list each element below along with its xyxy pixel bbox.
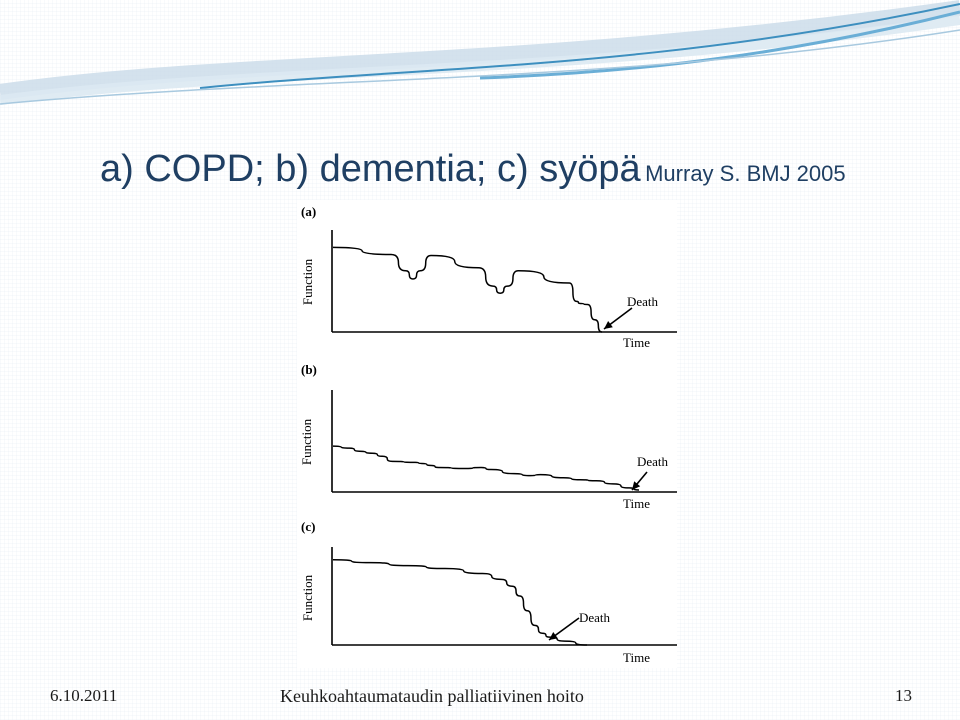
death-arrow-head [632,481,641,490]
panel-label: (c) [301,519,315,534]
footer-title: Keuhkoahtaumataudin palliatiivinen hoito [280,686,584,706]
death-label: Death [637,454,669,469]
y-axis-label: Function [300,574,315,621]
trajectory-charts: (a) Function Time Death (b) Function Time Death… [299,204,677,665]
footer-page-number: 13 [895,686,912,705]
death-arrow-head [549,632,558,640]
x-axis-label: Time [623,650,650,665]
function-trajectory-line [332,246,603,333]
death-label: Death [627,294,659,309]
x-axis-label: Time [623,335,650,350]
y-axis-label: Function [299,418,314,465]
x-axis-label: Time [623,496,650,511]
trajectory-figure: (a) Function Time Death (b) Function Time Death… [297,200,677,668]
function-trajectory-line [332,558,588,646]
title-main: a) COPD; b) dementia; c) syöpä [100,148,641,190]
panel-label: (a) [301,204,316,219]
slide-title: a) COPD; b) dementia; c) syöpä Murray S.… [100,148,846,191]
footer-date: 6.10.2011 [50,686,118,705]
panel-label: (b) [301,362,317,377]
function-trajectory-line [332,445,640,491]
death-label: Death [579,610,611,625]
title-reference: Murray S. BMJ 2005 [645,161,846,186]
y-axis-label: Function [300,258,315,305]
death-arrow-head [604,321,613,329]
header-swoosh [0,0,960,105]
